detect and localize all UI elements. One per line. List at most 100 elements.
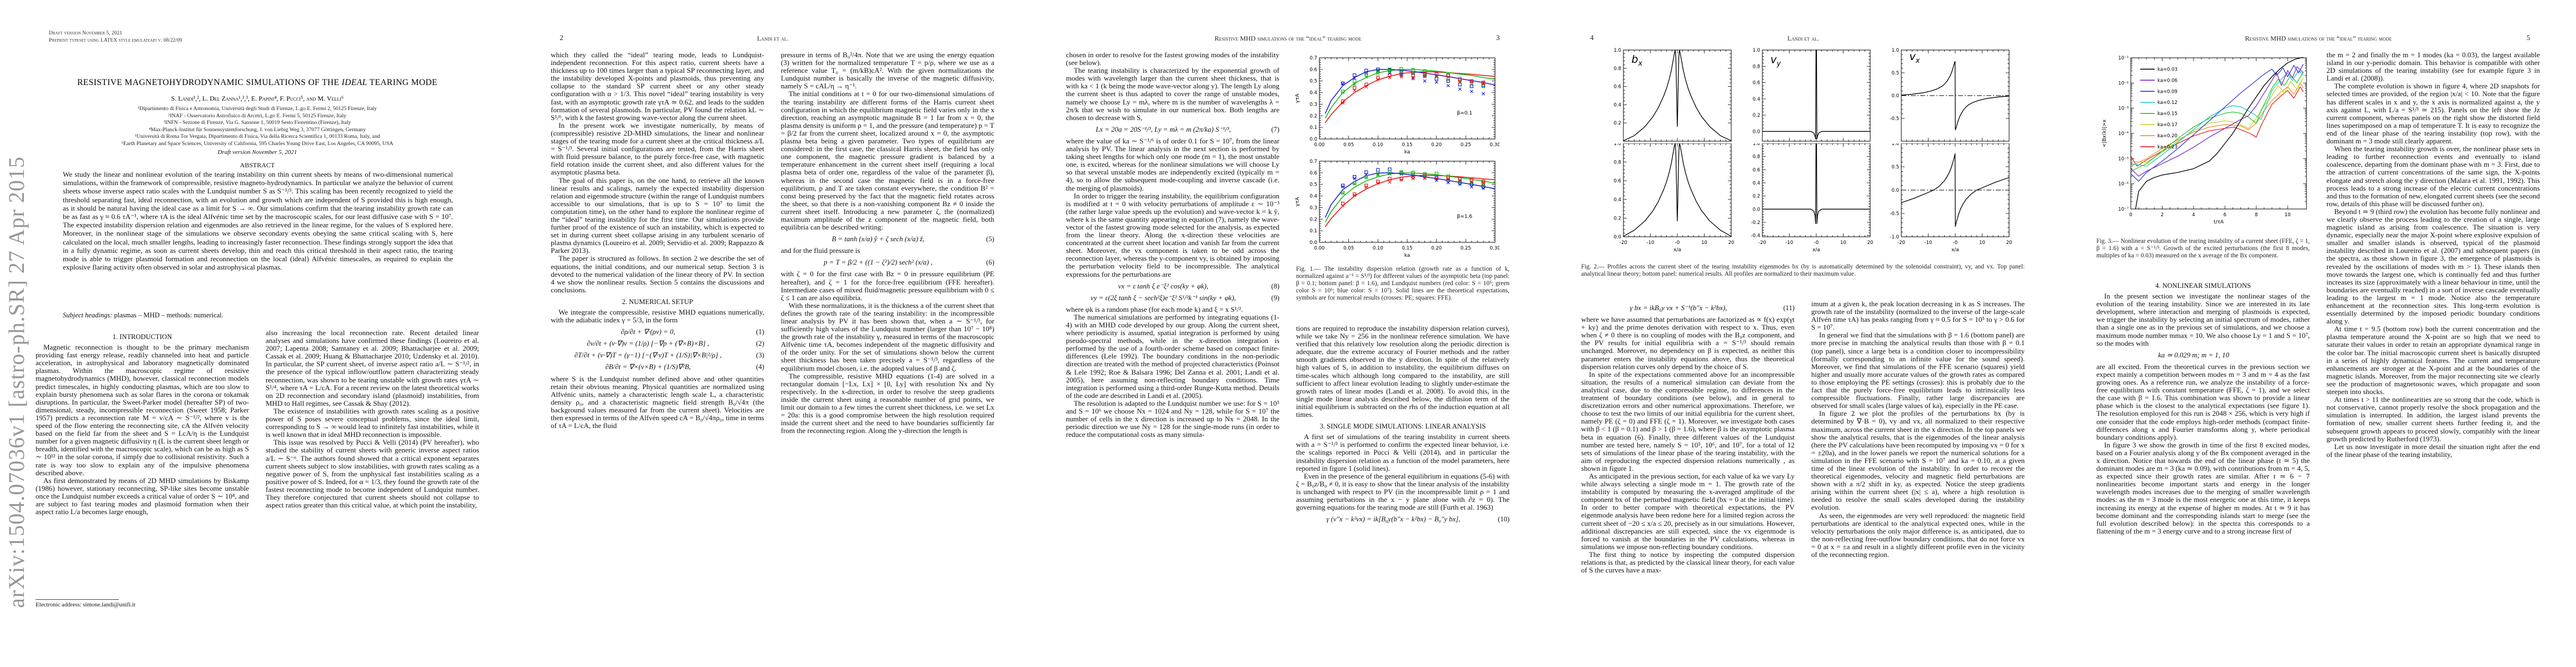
svg-text:γτA: γτA [1295,197,1301,207]
p5-right-column: the m = 2 and finally the m = 1 modes (k… [2326,51,2540,459]
svg-text:0.3: 0.3 [1309,102,1317,107]
svg-text:10: 10 [1979,240,1985,246]
svg-text:0.4: 0.4 [1309,194,1317,200]
svg-text:6: 6 [2224,212,2226,218]
paragraph: imum at a given k, the peak location dec… [1811,300,2025,332]
svg-text:t/τA: t/τA [2214,220,2224,225]
paragraph: In the present work we investigate numer… [551,121,764,177]
svg-text:1.0: 1.0 [1891,48,1899,53]
svg-text:0.8: 0.8 [1613,66,1621,72]
footnote-rule [36,599,119,600]
svg-text:10⁻⁶: 10⁻⁶ [2118,182,2129,187]
figure2-bx-analytic-panel: 0.2 0.4 0.6 0.8 1.0 bx [1613,48,1732,142]
p5-left-paragraphs2: are all excited. From the theoretical cu… [2096,362,2310,535]
paragraph: When the tearing instability growth is o… [2326,145,2540,208]
svg-text:0.20: 0.20 [1431,142,1442,148]
svg-text:-0.4: -0.4 [1751,233,1760,239]
paragraph: pressure in terms of B₀²/4π. Note that w… [781,51,994,91]
paragraph: ²INAF - Osservatorio Astrofisico di Arce… [168,112,347,119]
svg-text:0.0: 0.0 [1752,129,1760,135]
svg-text:0.0: 0.0 [1752,207,1760,212]
paragraph: The resolution is adapted to the Lundqui… [1066,399,1279,439]
svg-text:<|Bx(k)|>x: <|Bx(k)|>x [2102,119,2107,147]
p1-right-column: also increasing the local reconnection r… [266,328,479,510]
svg-text:-10: -10 [1647,240,1655,246]
draft-stamp: Draft version November 5, 2021 Preprint … [49,30,182,44]
svg-text:0.3: 0.3 [1309,205,1317,211]
paragraph: where we have assumed that perturbations… [1581,315,1795,371]
paragraph: At time t = 9.5 (bottom row) both the cu… [2326,325,2540,396]
paragraph: ⁴Max-Planck-Institut für Sonnensystemfor… [148,126,366,133]
svg-text:ka=0.09: ka=0.09 [2158,89,2178,94]
svg-text:x/a: x/a [1812,247,1820,253]
paragraph: A first set of simulations of the tearin… [1296,432,1509,472]
figure1-caption: Fig. 1.— The instability dispersion rela… [1296,266,1509,301]
paragraph: We integrate the compressible, resistive… [551,308,764,325]
svg-text:ka=0.15: ka=0.15 [2158,111,2178,117]
svg-text:10⁻⁴: 10⁻⁴ [2118,131,2129,137]
paragraph: The initial conditions at t = 0 for our … [781,89,994,232]
svg-text:10⁻⁷: 10⁻⁷ [2118,207,2129,212]
svg-text:0.6: 0.6 [1309,67,1317,73]
paragraph: tions are required to reproduce the inst… [1296,324,1509,419]
page-4: 4 Landi et al. 0.2 0.4 0.6 0.8 1.0 bx 0.0 0.2 0… [1546,0,2061,667]
figure2-vy-analytic-panel: 0.0 0.2 0.4 0.6 0.8 1.0 vy [1752,48,1871,142]
equation-8: vx = ε tanh ξ e⁻ξ² cos(ky + φk), (8) [1118,282,1279,290]
svg-text:0.6: 0.6 [1613,178,1621,184]
svg-text:0.15: 0.15 [1402,246,1413,251]
svg-text:0.5: 0.5 [1309,79,1317,84]
subject-headings: Subject headings: plasmas – MHD – method… [63,311,223,319]
page-1: arXiv:1504.07036v1 [astro-ph.SR] 27 Apr … [0,0,515,667]
paragraph: The complete evolution is shown in figur… [2326,82,2540,146]
svg-text:0.7: 0.7 [1309,159,1317,165]
paragraph: With these normalizations, it is the thi… [781,301,994,372]
svg-text:0.30: 0.30 [1490,142,1499,148]
paragraph: where S is the Lundquist number defined … [551,374,764,430]
p3-left-paragraphs: chosen in order to resolve for the faste… [1066,51,1279,122]
equation-3: ∂T/∂t + (v·∇)T = (γ−1) [−(∇·v)T + (1/S)|… [574,351,764,360]
svg-text:0: 0 [2129,212,2132,218]
running-head: Landi et al. [757,34,789,42]
p2-right-paragraphs3: with ζ = 0 for the first case with Bz = … [781,270,994,435]
svg-text:0.6: 0.6 [1752,81,1760,86]
paragraph: In the present section we investigate th… [2096,292,2310,347]
svg-text:0.15: 0.15 [1402,142,1413,148]
svg-text:0.5: 0.5 [1309,182,1317,188]
svg-text:0.2: 0.2 [1752,113,1760,118]
svg-text:0.0: 0.0 [1613,235,1621,240]
running-head: Resistive MHD simulations of the “ideal”… [2245,34,2392,42]
paragraph: As anticipated in the previous section, … [1581,471,1795,551]
svg-text:ka=0.23: ka=0.23 [2158,145,2178,150]
equation-1: ∂ρ/∂t + ∇·(ρv) = 0, (1) [621,328,764,336]
svg-text:0.25: 0.25 [1461,142,1471,148]
paragraph: The existence of instabilities with grow… [266,406,479,439]
svg-text:4: 4 [2192,212,2195,218]
svg-text:20: 20 [2006,240,2012,246]
draft-version-line: Draft version November 5, 2021 [49,31,122,36]
svg-text:-10: -10 [1786,240,1793,246]
svg-text:10⁻³: 10⁻³ [2118,106,2129,112]
paragraph: The goal of this paper is, on the one ha… [551,176,764,255]
p1-left-column: 1. INTRODUCTION Magnetic reconnection is… [36,329,249,617]
page-number: 4 [1590,33,1594,42]
paragraph: ³INFN - Sezione di Firenze, Via G. Sanso… [163,120,351,126]
paragraph: This issue was resolved by Pucci & Velli… [266,438,479,510]
svg-text:8: 8 [2255,212,2258,218]
svg-text:γτA: γτA [1295,93,1301,103]
paragraph: The first thing to notice by inspecting … [1581,550,1795,575]
svg-text:0.4: 0.4 [1613,197,1621,203]
p5-left-column: 4. NONLINEAR SIMULATIONS In the present … [2096,278,2310,535]
svg-text:10: 10 [2285,212,2291,218]
paragraph: Beyond t ≃ 9 (third row) the evolution h… [2326,207,2540,326]
paragraph: The compressible, resistive MHD equation… [781,371,994,435]
p3-left-paragraphs3: where φk is a random phase (for each mod… [1066,305,1279,439]
svg-text:-10: -10 [1925,240,1932,246]
paragraph: which they called the “ideal” tearing mo… [551,51,764,122]
svg-text:0.5: 0.5 [1891,165,1899,170]
paragraph: In figure 2 we plot the profiles of the … [1811,409,2025,512]
p2-right-paragraphs2: and for the fluid pressure is [781,247,994,255]
svg-text:1.0: 1.0 [1891,143,1899,147]
footnote-text: Electronic address: simone.landi@unifi.i… [36,601,136,608]
svg-text:0.8: 0.8 [1752,64,1760,69]
